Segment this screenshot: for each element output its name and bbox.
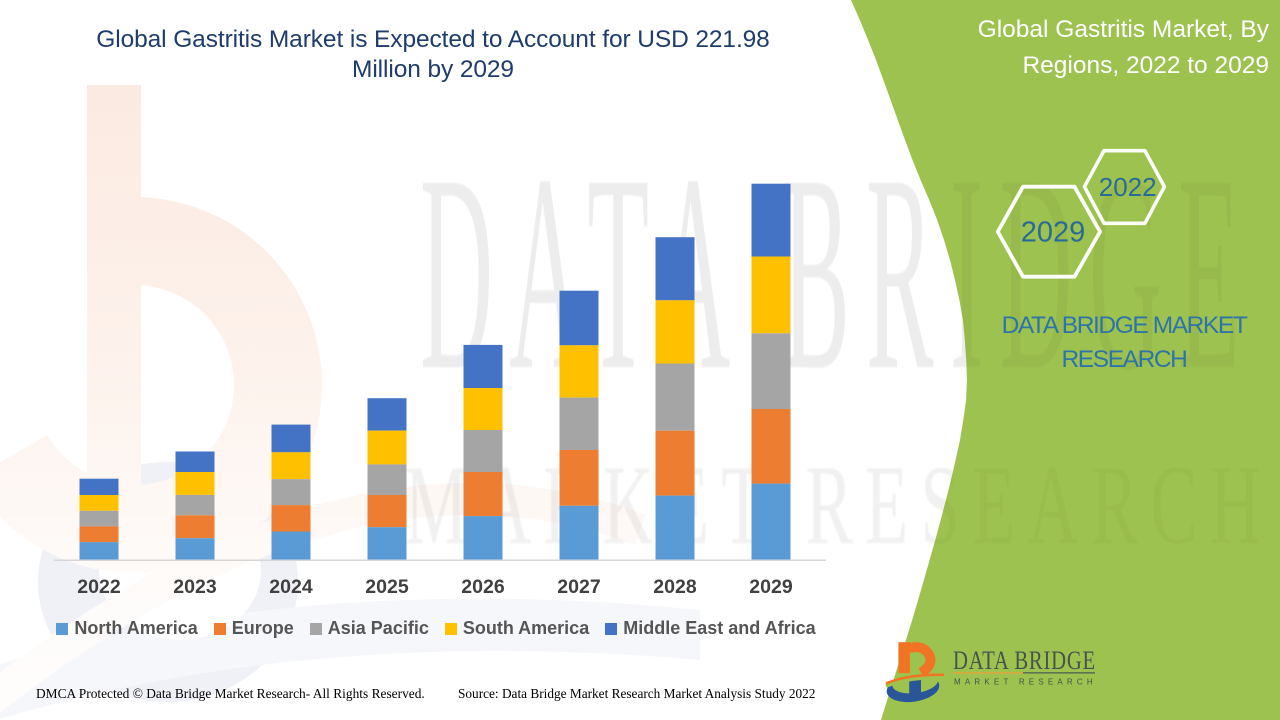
svg-text:MARKET RESEARCH: MARKET RESEARCH <box>954 677 1097 686</box>
svg-text:2029: 2029 <box>1021 217 1086 249</box>
svg-text:DATA BRIDGE: DATA BRIDGE <box>953 647 1096 676</box>
svg-text:2022: 2022 <box>1099 172 1157 202</box>
